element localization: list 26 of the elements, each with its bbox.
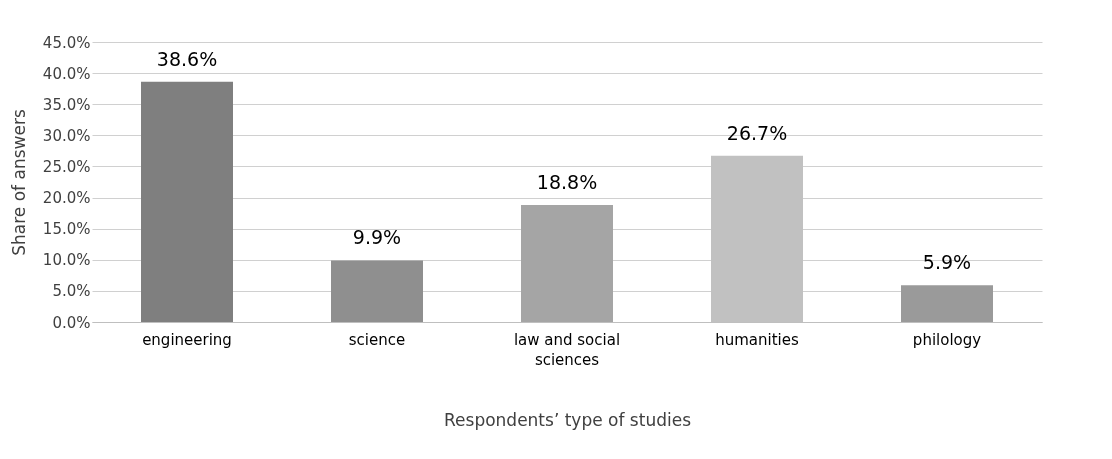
x-tick-label: law and social sciences [513, 330, 621, 369]
y-tick-label: 30.0% [42, 126, 91, 145]
y-tick-label: 15.0% [42, 220, 91, 239]
data-label: 5.9% [922, 251, 972, 274]
bar [901, 285, 993, 322]
bar [331, 260, 423, 322]
data-label: 38.6% [156, 47, 218, 70]
x-tick-label: engineering [142, 330, 232, 349]
y-tick-label: 5.0% [52, 282, 91, 301]
bar [521, 205, 613, 322]
y-axis-title: Share of answers [8, 109, 29, 256]
x-tick-label: humanities [715, 330, 799, 349]
y-tick-label: 45.0% [42, 33, 91, 52]
data-label: 26.7% [726, 121, 788, 144]
data-label: 9.9% [352, 226, 402, 249]
y-tick-label: 10.0% [42, 251, 91, 270]
y-tick-label: 20.0% [42, 189, 91, 208]
x-tick-label: science [348, 330, 406, 349]
bar [141, 81, 233, 322]
x-axis-title: Respondents’ type of studies [444, 409, 692, 430]
y-tick-label: 0.0% [52, 313, 91, 332]
y-tick-label: 25.0% [42, 157, 91, 176]
data-label: 18.8% [536, 171, 598, 194]
y-tick-label: 35.0% [42, 95, 91, 114]
x-tick-label: philology [912, 330, 982, 349]
y-tick-label: 40.0% [42, 64, 91, 83]
